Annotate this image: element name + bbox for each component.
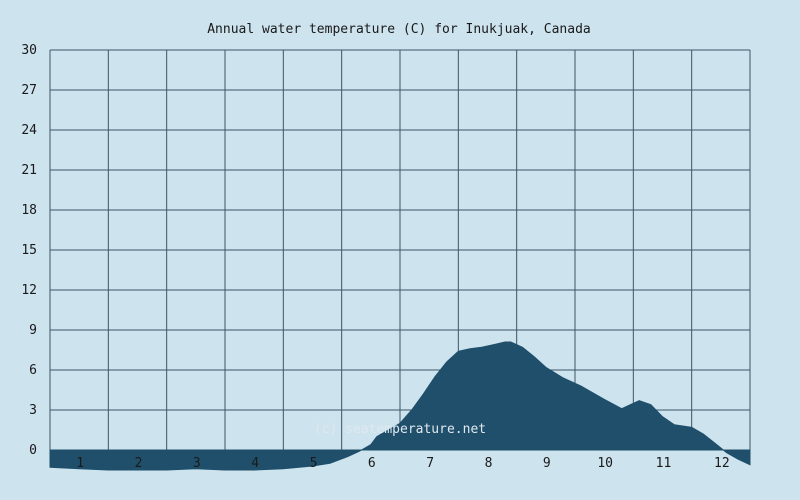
y-tick-label: 3 [29,403,37,418]
watermark: (c) seatemperature.net [314,422,486,437]
y-tick-label: 12 [21,283,37,298]
y-tick-label: 0 [29,443,37,458]
y-tick-label: 24 [21,123,37,138]
x-tick-label: 6 [368,456,376,471]
y-tick-label: 6 [29,363,37,378]
x-tick-label: 1 [76,456,84,471]
y-tick-label: 15 [21,243,37,258]
x-axis: 1 2 3 4 5 6 7 8 9 10 11 12 [76,456,729,471]
y-tick-label: 9 [29,323,37,338]
x-tick-label: 12 [714,456,730,471]
y-tick-label: 30 [21,43,37,58]
series-area [49,341,751,471]
x-tick-label: 8 [485,456,493,471]
y-tick-label: 27 [21,83,37,98]
x-tick-label: 9 [543,456,551,471]
x-tick-label: 4 [251,456,259,471]
x-tick-label: 11 [656,456,672,471]
x-tick-label: 10 [597,456,613,471]
x-tick-label: 3 [193,456,201,471]
plot-grid [49,49,751,451]
chart-title: Annual water temperature (C) for Inukjua… [207,22,591,37]
x-tick-label: 2 [135,456,143,471]
y-tick-label: 18 [21,203,37,218]
x-tick-label: 5 [310,456,318,471]
x-tick-label: 7 [426,456,434,471]
y-axis: 0 3 6 9 12 15 18 21 24 27 30 [21,43,37,458]
y-tick-label: 21 [21,163,37,178]
